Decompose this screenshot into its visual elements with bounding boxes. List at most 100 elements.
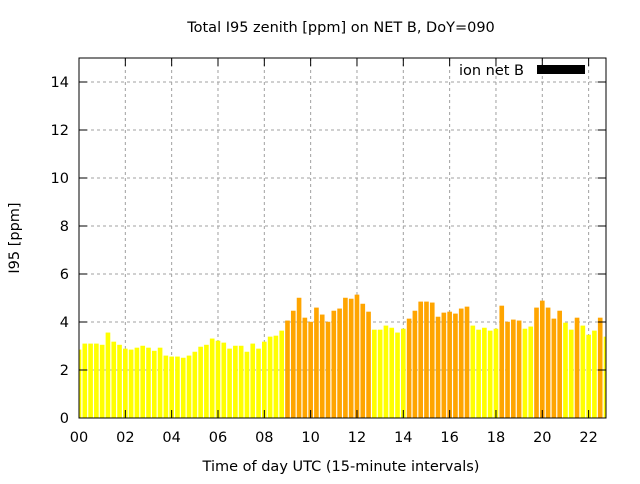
bar xyxy=(331,310,337,418)
bar xyxy=(186,355,192,418)
y-tick-label: 14 xyxy=(51,75,69,91)
bar xyxy=(244,351,250,418)
bars xyxy=(79,294,606,418)
bar xyxy=(111,341,117,418)
bar xyxy=(204,344,209,418)
bar xyxy=(88,343,93,418)
bar xyxy=(354,294,360,418)
bar xyxy=(325,321,331,418)
bar xyxy=(273,335,279,418)
bar xyxy=(557,310,562,418)
bar xyxy=(169,356,174,418)
x-tick-label: 08 xyxy=(255,430,273,446)
bar xyxy=(603,336,606,418)
bar xyxy=(163,355,169,418)
bar xyxy=(308,321,313,418)
bar xyxy=(505,321,510,418)
legend: ion net B xyxy=(459,63,585,79)
bar xyxy=(140,345,146,418)
bar xyxy=(227,348,232,418)
bar xyxy=(192,351,198,418)
bar xyxy=(348,298,354,418)
bar xyxy=(458,308,464,418)
x-tick-label: 12 xyxy=(348,430,366,446)
y-tick-label: 10 xyxy=(51,171,69,187)
plot-frame xyxy=(78,57,607,419)
bar xyxy=(470,325,476,418)
bar xyxy=(285,320,290,418)
bar xyxy=(447,311,452,418)
bar xyxy=(563,322,568,418)
bar xyxy=(482,327,487,418)
bar xyxy=(551,318,557,418)
bar xyxy=(412,310,418,418)
bar xyxy=(146,347,151,418)
y-tick-label: 2 xyxy=(60,363,69,379)
bar xyxy=(586,334,591,418)
x-tick-label: 04 xyxy=(162,430,180,446)
bar xyxy=(337,308,342,418)
bar xyxy=(128,349,134,418)
bar xyxy=(343,297,348,418)
y-tick-label: 8 xyxy=(60,219,69,235)
x-tick-label: 06 xyxy=(209,430,227,446)
bar xyxy=(105,332,111,418)
bar xyxy=(267,336,273,418)
bar xyxy=(157,347,163,418)
bar xyxy=(453,313,458,418)
bar xyxy=(262,341,267,418)
bar xyxy=(372,329,377,418)
bar xyxy=(233,345,238,418)
bar xyxy=(209,338,215,418)
bar xyxy=(377,329,383,418)
bar xyxy=(424,301,429,418)
bar xyxy=(198,346,203,418)
bar xyxy=(400,328,406,418)
bar xyxy=(123,348,128,418)
bar xyxy=(134,347,140,418)
bar xyxy=(476,329,481,418)
bar xyxy=(290,310,296,418)
x-tick-label: 02 xyxy=(116,430,134,446)
bar xyxy=(429,302,435,418)
y-tick-label: 12 xyxy=(51,123,69,139)
bar xyxy=(406,318,412,418)
bar xyxy=(175,356,180,418)
bar xyxy=(366,311,371,418)
bar xyxy=(499,305,505,418)
bar xyxy=(79,349,82,418)
bar xyxy=(302,317,308,418)
x-tick-label: 10 xyxy=(301,430,319,446)
legend-label: ion net B xyxy=(459,63,524,79)
y-axis-label: I95 [ppm] xyxy=(7,202,23,273)
bar xyxy=(117,344,122,418)
x-tick-label: 16 xyxy=(440,430,458,446)
y-tick-label: 0 xyxy=(60,411,69,427)
bar xyxy=(435,316,441,418)
bar xyxy=(539,300,545,418)
bar xyxy=(395,332,400,418)
bar xyxy=(319,314,325,418)
x-axis-label: Time of day UTC (15-minute intervals) xyxy=(202,459,480,475)
bar xyxy=(592,330,597,418)
bar xyxy=(296,297,302,418)
bar xyxy=(215,340,221,418)
bar xyxy=(82,343,88,418)
bar xyxy=(441,312,447,418)
legend-swatch xyxy=(537,65,585,74)
x-tick-label: 22 xyxy=(579,430,597,446)
x-tick-label: 20 xyxy=(533,430,551,446)
bar xyxy=(383,325,389,418)
bar xyxy=(151,350,157,418)
bar xyxy=(94,343,99,418)
bar xyxy=(511,319,516,418)
bar xyxy=(238,345,244,418)
y-tick-label: 6 xyxy=(60,267,69,283)
bar xyxy=(545,307,551,418)
chart-title: Total I95 zenith [ppm] on NET B, DoY=090 xyxy=(186,20,495,36)
bar xyxy=(464,306,470,418)
bar xyxy=(279,330,285,418)
x-tick-label: 00 xyxy=(70,430,88,446)
